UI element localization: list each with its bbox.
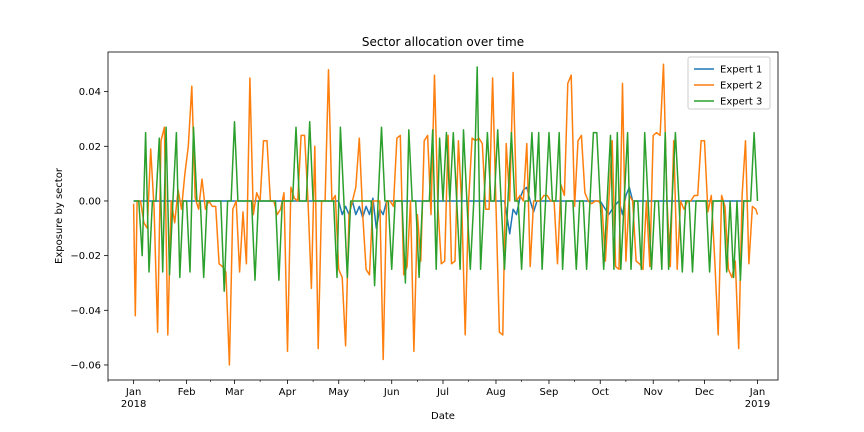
x-tick-label: Jul	[436, 387, 449, 398]
x-tick-sublabel: 2019	[745, 399, 770, 410]
x-tick-label: May	[328, 387, 349, 398]
x-tick-label: Aug	[486, 387, 506, 398]
x-tick-label: Feb	[178, 387, 196, 398]
series-line-2	[132, 63, 759, 366]
y-tick-label: 0.02	[79, 142, 101, 153]
x-tick-sublabel: 2018	[121, 399, 146, 410]
legend-label-2: Expert 2	[720, 81, 762, 92]
y-tick-label: 0.00	[79, 196, 101, 207]
y-axis-label: Exposure by sector	[54, 167, 65, 264]
x-tick-label: Jun	[383, 387, 400, 398]
y-tick-label: −0.06	[70, 360, 101, 371]
y-tick-label: 0.04	[79, 87, 101, 98]
x-tick-label: Sep	[540, 387, 559, 398]
x-axis-label: Date	[431, 411, 455, 422]
x-tick-label: Nov	[643, 387, 663, 398]
legend-box	[687, 56, 771, 110]
y-tick-label: −0.04	[70, 306, 101, 317]
y-tick-label: −0.02	[70, 251, 101, 262]
x-tick-label: Mar	[225, 387, 245, 398]
x-tick-label: Dec	[695, 387, 714, 398]
legend-label-1: Expert 1	[720, 65, 762, 76]
x-tick-label: Jan	[749, 387, 765, 398]
axes-frame	[107, 51, 779, 381]
series-line-3	[133, 66, 759, 292]
x-tick-label: Jan	[125, 387, 141, 398]
x-tick-label: Apr	[279, 387, 297, 398]
chart-title: Sector allocation over time	[362, 35, 524, 49]
legend-label-3: Expert 3	[720, 97, 762, 108]
x-tick-label: Oct	[592, 387, 609, 398]
